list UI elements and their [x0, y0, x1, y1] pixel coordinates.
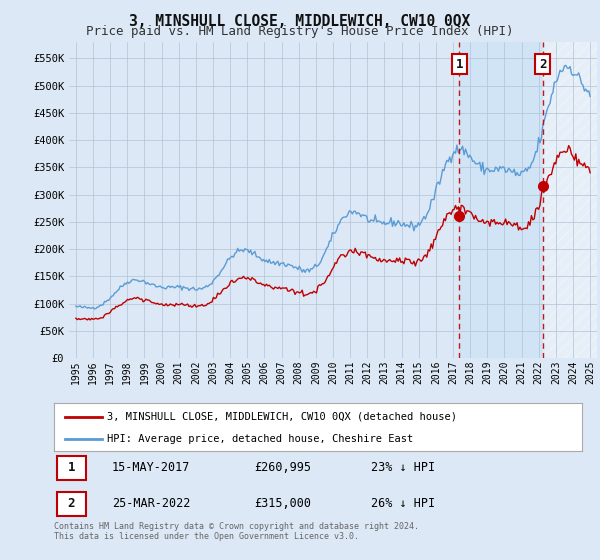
Bar: [542, 42, 600, 358]
Text: £315,000: £315,000: [254, 497, 311, 510]
Text: 23% ↓ HPI: 23% ↓ HPI: [371, 461, 435, 474]
FancyBboxPatch shape: [56, 455, 86, 480]
Text: 15-MAY-2017: 15-MAY-2017: [112, 461, 190, 474]
FancyBboxPatch shape: [56, 492, 86, 516]
Text: 2: 2: [539, 58, 547, 71]
Text: 3, MINSHULL CLOSE, MIDDLEWICH, CW10 0QX (detached house): 3, MINSHULL CLOSE, MIDDLEWICH, CW10 0QX …: [107, 412, 457, 422]
Text: £260,995: £260,995: [254, 461, 311, 474]
Text: 2: 2: [67, 497, 75, 510]
Text: 1: 1: [67, 461, 75, 474]
Text: 26% ↓ HPI: 26% ↓ HPI: [371, 497, 435, 510]
Text: 25-MAR-2022: 25-MAR-2022: [112, 497, 190, 510]
Text: 3, MINSHULL CLOSE, MIDDLEWICH, CW10 0QX: 3, MINSHULL CLOSE, MIDDLEWICH, CW10 0QX: [130, 14, 470, 29]
Text: Price paid vs. HM Land Registry's House Price Index (HPI): Price paid vs. HM Land Registry's House …: [86, 25, 514, 38]
Text: 1: 1: [455, 58, 463, 71]
Bar: [460, 42, 542, 358]
Text: Contains HM Land Registry data © Crown copyright and database right 2024.
This d: Contains HM Land Registry data © Crown c…: [54, 522, 419, 542]
Text: HPI: Average price, detached house, Cheshire East: HPI: Average price, detached house, Ches…: [107, 434, 413, 444]
